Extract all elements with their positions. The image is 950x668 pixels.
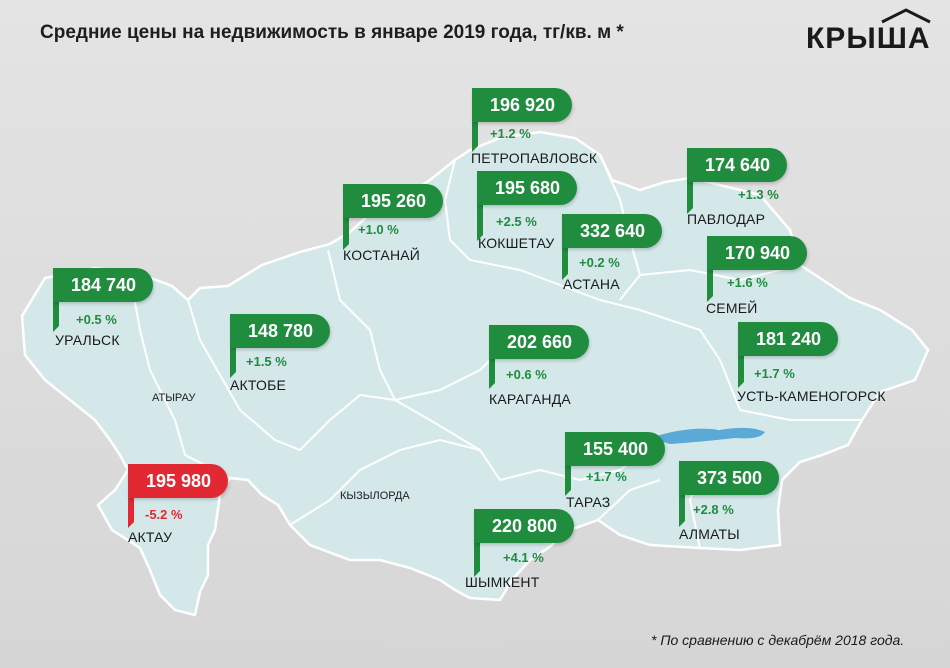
city-label-astana: АСТАНА xyxy=(563,276,620,292)
krysha-logo: КРЫША xyxy=(800,8,940,55)
change-ust-kamenogorsk: +1.7 % xyxy=(754,366,795,381)
change-petropavlovsk: +1.2 % xyxy=(490,126,531,141)
change-taraz: +1.7 % xyxy=(586,469,627,484)
region-label-atyrau: АТЫРАУ xyxy=(152,392,196,404)
price-tag-kostanay: 195 260 xyxy=(343,184,444,218)
price-tag-almaty: 373 500 xyxy=(679,461,780,495)
footnote: * По сравнению с декабрём 2018 года. xyxy=(651,632,905,648)
change-kokshetau: +2.5 % xyxy=(496,214,537,229)
city-label-shymkent: ШЫМКЕНТ xyxy=(465,574,540,590)
city-label-kokshetau: КОКШЕТАУ xyxy=(478,235,555,251)
price-tag-taraz: 155 400 xyxy=(565,432,666,466)
price-tag-semey: 170 940 xyxy=(707,236,808,270)
city-label-aktau: АКТАУ xyxy=(128,529,173,545)
change-almaty: +2.8 % xyxy=(693,502,734,517)
city-label-pavlodar: ПАВЛОДАР xyxy=(687,211,766,227)
price-tag-ust-kamenogorsk: 181 240 xyxy=(738,322,839,356)
change-karaganda: +0.6 % xyxy=(506,367,547,382)
price-tag-aktau: 195 980 xyxy=(128,464,229,498)
change-semey: +1.6 % xyxy=(727,275,768,290)
city-label-semey: СЕМЕЙ xyxy=(706,300,758,316)
city-label-almaty: АЛМАТЫ xyxy=(679,526,740,542)
change-kostanay: +1.0 % xyxy=(358,222,399,237)
price-tag-petropavlovsk: 196 920 xyxy=(472,88,573,122)
price-tag-shymkent: 220 800 xyxy=(474,509,575,543)
price-tag-uralsk: 184 740 xyxy=(53,268,154,302)
region-label-kyzylorda: КЫЗЫЛОРДА xyxy=(340,490,410,502)
price-tag-aktobe: 148 780 xyxy=(230,314,331,348)
chart-title: Средние цены на недвижимость в январе 20… xyxy=(40,22,624,43)
city-label-ust-kamenogorsk: УСТЬ-КАМЕНОГОРСК xyxy=(737,388,886,404)
city-label-karaganda: КАРАГАНДА xyxy=(489,391,571,407)
price-tag-astana: 332 640 xyxy=(562,214,663,248)
price-tag-pavlodar: 174 640 xyxy=(687,148,788,182)
price-tag-kokshetau: 195 680 xyxy=(477,171,578,205)
price-tag-karaganda: 202 660 xyxy=(489,325,590,359)
city-label-aktobe: АКТОБЕ xyxy=(230,377,287,393)
change-aktau: -5.2 % xyxy=(145,507,183,522)
change-uralsk: +0.5 % xyxy=(76,312,117,327)
balkhash-lake xyxy=(650,427,765,444)
change-astana: +0.2 % xyxy=(579,255,620,270)
logo-text: КРЫША xyxy=(806,22,931,55)
city-label-uralsk: УРАЛЬСК xyxy=(55,332,120,348)
city-label-petropavlovsk: ПЕТРОПАВЛОВСК xyxy=(471,150,598,166)
change-aktobe: +1.5 % xyxy=(246,354,287,369)
change-shymkent: +4.1 % xyxy=(503,550,544,565)
city-label-kostanay: КОСТАНАЙ xyxy=(343,247,421,263)
roof-icon xyxy=(881,8,931,24)
change-pavlodar: +1.3 % xyxy=(738,187,779,202)
city-label-taraz: ТАРАЗ xyxy=(566,494,611,510)
